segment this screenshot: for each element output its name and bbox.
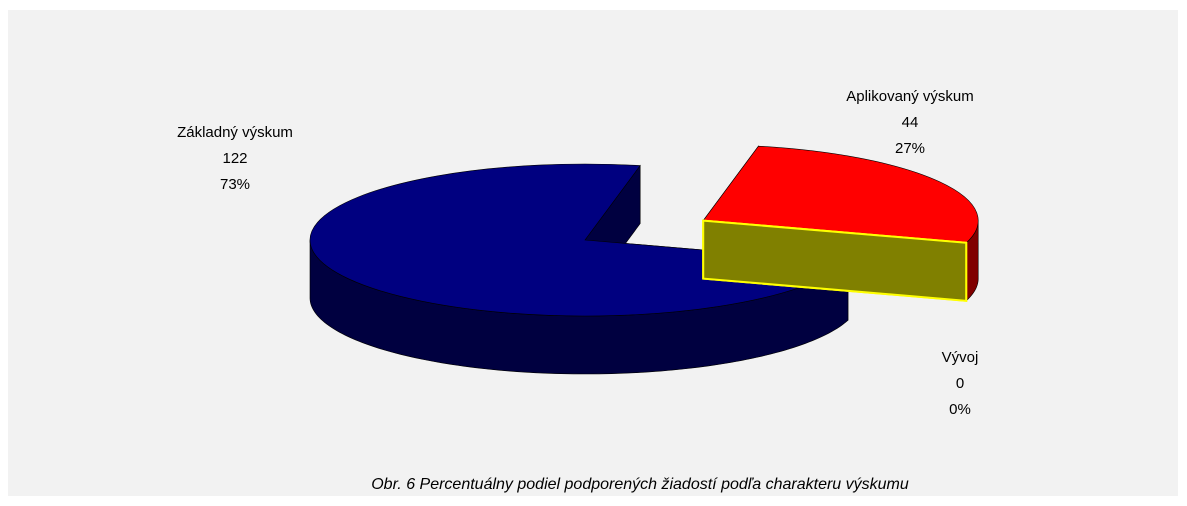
slice-percent-label: 0% xyxy=(949,401,971,418)
slice-label: Vývoj xyxy=(942,349,979,366)
slice-value-label: 0 xyxy=(956,375,964,392)
slice-percent-label: 27% xyxy=(895,140,925,157)
slice-label: Aplikovaný výskum xyxy=(846,88,974,105)
chart-title: Obr. 6 Percentuálny podiel podporených ž… xyxy=(371,476,909,493)
slice-value-label: 122 xyxy=(222,150,247,167)
slice-value-label: 44 xyxy=(902,114,919,131)
slice xyxy=(702,145,979,244)
slice-label: Základný výskum xyxy=(177,124,293,141)
slice-side-face xyxy=(702,219,968,302)
slice-percent-label: 73% xyxy=(220,176,250,193)
